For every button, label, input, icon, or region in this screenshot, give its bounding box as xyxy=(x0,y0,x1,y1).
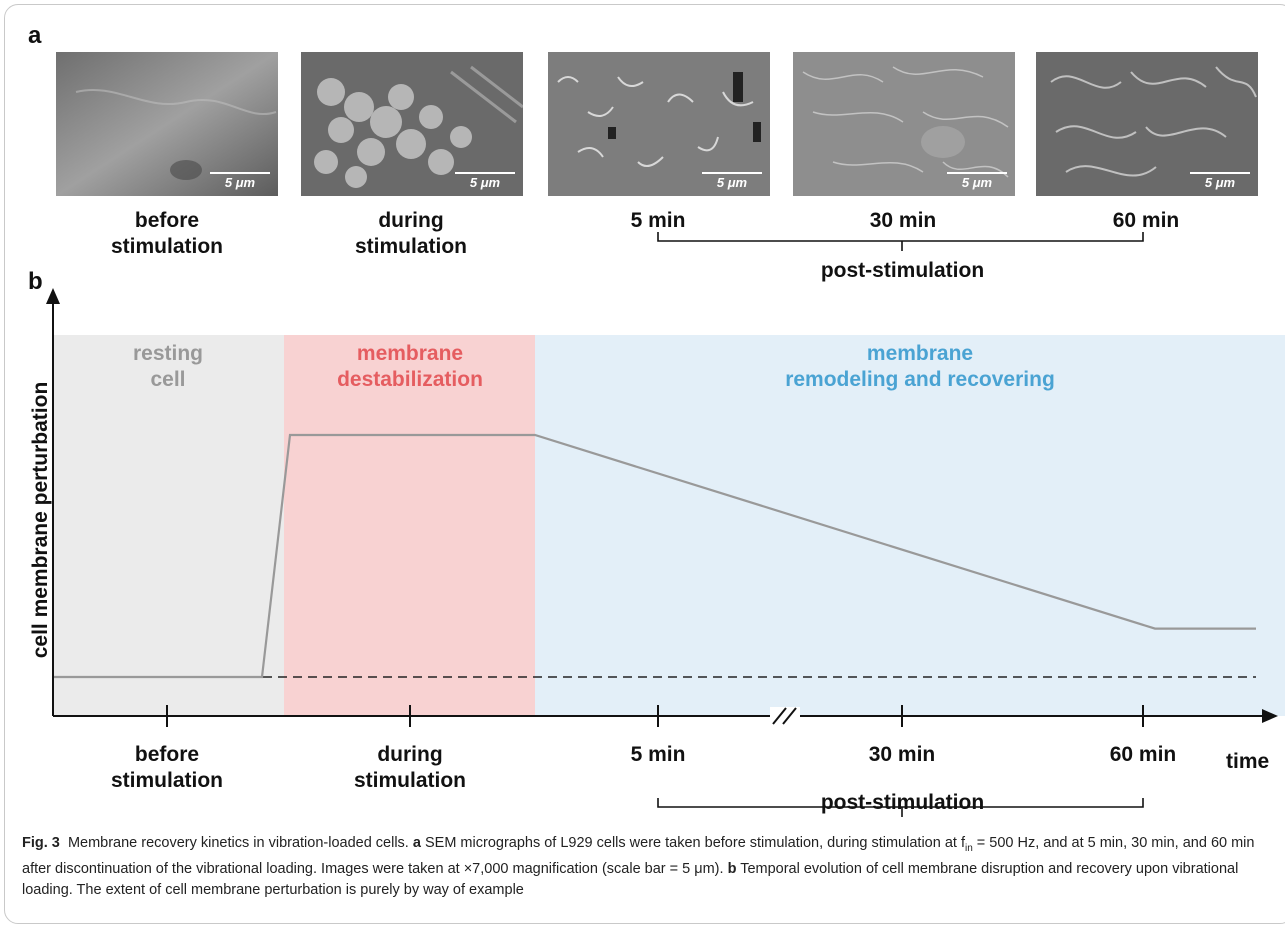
image-label: 30 min xyxy=(869,209,937,232)
scale-bar: 5 μm xyxy=(210,172,270,190)
caption-b-text: Temporal evolution of cell membrane disr… xyxy=(22,861,1239,898)
caption-a-text: SEM micrographs of L929 cells were taken… xyxy=(424,835,965,851)
scale-bar: 5 μm xyxy=(947,172,1007,190)
tick-label: 5 min xyxy=(630,743,686,766)
phase-region-resting xyxy=(53,335,284,716)
x-ticks xyxy=(166,705,1144,727)
figure-frame xyxy=(4,4,1285,924)
sem-image-5min: 5 μm xyxy=(548,52,770,196)
post-stimulation-label: post-stimulation xyxy=(820,259,985,282)
image-label: before stimulation xyxy=(110,209,223,258)
scale-bar: 5 μm xyxy=(455,172,515,190)
sem-image-60min: 5 μm xyxy=(1036,52,1258,196)
panel-b-letter: b xyxy=(28,268,43,295)
phase-label-resting: resting cell xyxy=(132,342,203,391)
post-stimulation-label: post-stimulation xyxy=(820,791,985,814)
scale-bar: 5 μm xyxy=(702,172,762,190)
perturbation-series-line xyxy=(53,433,1256,679)
sem-image-during: 5 μm xyxy=(301,52,523,196)
panel-b-bracket xyxy=(657,798,1144,817)
sem-image-30min: 5 μm xyxy=(793,52,1015,196)
tick-label: before stimulation xyxy=(110,743,223,792)
y-axis-arrow xyxy=(46,288,60,304)
caption-a-text-2: = 500 Hz, and at 5 min, 30 min, and 60 m… xyxy=(22,835,1255,878)
sem-image-before: 5 μm xyxy=(56,52,278,196)
scale-bar: 5 μm xyxy=(1190,172,1250,190)
panel-a-letter: a xyxy=(28,22,42,49)
phase-label-recovering: membrane remodeling and recovering xyxy=(785,342,1055,391)
caption-fig-number: Fig. 3 xyxy=(22,835,60,851)
caption-title: Membrane recovery kinetics in vibration-… xyxy=(67,835,409,851)
figure-caption: Fig. 3 Membrane recovery kinetics in vib… xyxy=(22,833,1272,900)
sem-texture xyxy=(301,52,523,196)
axis-break-icon xyxy=(770,707,800,725)
tick-label: 60 min xyxy=(1109,743,1177,766)
phase-region-recovering xyxy=(535,335,1285,716)
caption-b-letter: b xyxy=(727,861,737,878)
tick-label: during stimulation xyxy=(353,743,466,792)
phase-label-destabilization: membrane destabilization xyxy=(337,342,483,391)
image-label: 60 min xyxy=(1112,209,1180,232)
y-axis-label: cell membrane perturbation xyxy=(29,381,52,659)
image-label: during stimulation xyxy=(354,209,467,258)
tick-label: 30 min xyxy=(868,743,936,766)
x-axis-arrow xyxy=(1262,709,1278,723)
caption-a-sub: in xyxy=(964,842,973,854)
phase-region-destabilization xyxy=(284,335,535,716)
image-label: 5 min xyxy=(630,209,686,232)
caption-a-letter: a xyxy=(412,835,421,851)
x-axis-label: time xyxy=(1226,750,1270,773)
